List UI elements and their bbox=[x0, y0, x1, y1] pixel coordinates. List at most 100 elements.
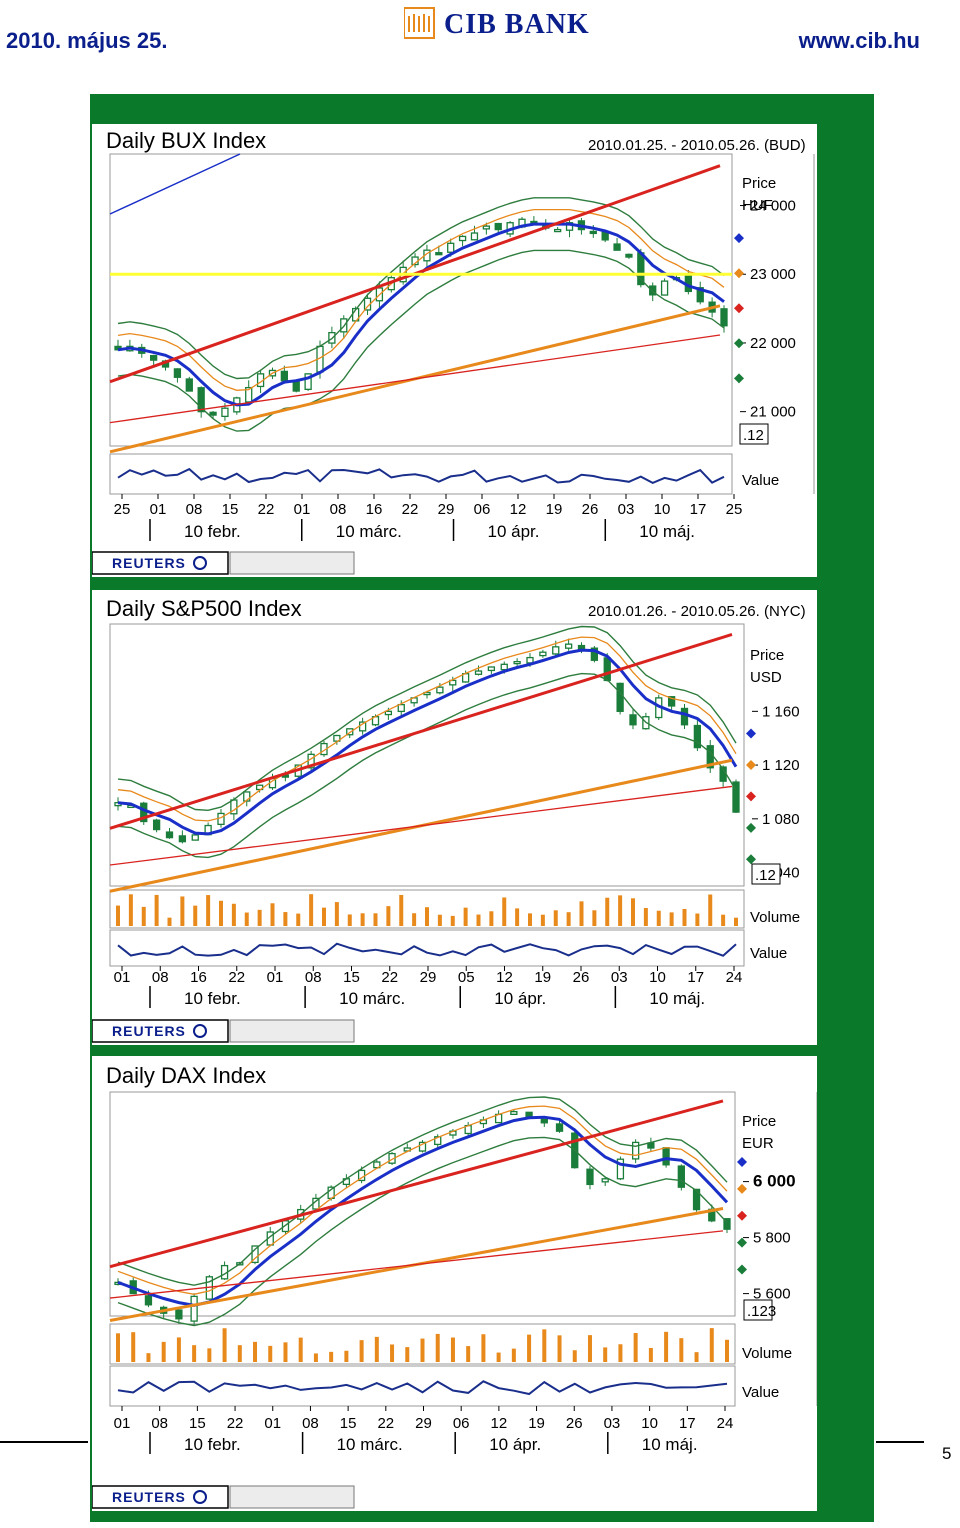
sp500-candle-body bbox=[513, 660, 521, 665]
sp500-day-tick-label: 29 bbox=[420, 969, 437, 986]
sp500-day-tick-label: 01 bbox=[267, 969, 284, 986]
dax-volume-bar bbox=[648, 1347, 653, 1362]
dax-volume-bar bbox=[603, 1347, 608, 1362]
dax-volume-bar bbox=[496, 1352, 501, 1362]
sp500-volume-bar bbox=[631, 898, 635, 926]
bux-candle-body bbox=[280, 370, 289, 382]
sp500-candle-body bbox=[667, 696, 676, 707]
sp500-month-label: 10 máj. bbox=[649, 989, 705, 1008]
sp500-red-trendline bbox=[109, 633, 733, 830]
sp500-volume-bar bbox=[592, 910, 597, 926]
dax-day-tick-label: 22 bbox=[377, 1415, 394, 1432]
sp500-volume-bar bbox=[219, 900, 223, 926]
bux-day-tick-label: 26 bbox=[582, 501, 599, 518]
dax-candles bbox=[114, 1109, 731, 1326]
bux-day-tick-label: 10 bbox=[654, 501, 671, 518]
dax-thin-red-line bbox=[109, 1230, 724, 1299]
sp500-marker-diamond bbox=[746, 854, 756, 865]
dax-day-tick-label: 15 bbox=[189, 1415, 206, 1432]
page-number: 5 bbox=[942, 1444, 952, 1463]
bux-reuters-box bbox=[92, 551, 229, 575]
sp500-day-tick-label: 17 bbox=[687, 969, 704, 986]
sp500-candles bbox=[114, 638, 740, 844]
sp500-month-label: 10 márc. bbox=[339, 989, 405, 1008]
dax-candle-body bbox=[175, 1309, 183, 1320]
dax-chart-svg: Daily DAX Index Price EUR 6 000 5 800 5 600.1… bbox=[92, 1063, 817, 1509]
sp500-volume-bar bbox=[154, 894, 159, 926]
bux-ytick-label-2: 22 000 bbox=[750, 335, 796, 352]
sp500-candle-body bbox=[693, 724, 702, 749]
bux-price-label: Price bbox=[742, 175, 776, 192]
sp500-volume-bar bbox=[193, 905, 198, 926]
sp500-reuters-side bbox=[229, 1019, 355, 1043]
bux-day-tick-label: 08 bbox=[186, 501, 203, 518]
bux-chart-panel: Daily BUX Index 2010.01.25. - 2010.05.26.… bbox=[92, 124, 817, 577]
sp500-candle-body bbox=[487, 666, 496, 672]
sp500-volume-bar bbox=[695, 913, 700, 926]
dax-volume-bar bbox=[511, 1348, 516, 1362]
sp500-month-label: 10 ápr. bbox=[494, 989, 546, 1008]
sp500-day-tick-label: 15 bbox=[343, 969, 360, 986]
dax-month-label: 10 ápr. bbox=[489, 1435, 541, 1454]
sp500-day-tick-label: 01 bbox=[114, 969, 131, 986]
dax-subpanel-1 bbox=[109, 1365, 736, 1407]
sp500-candle-body bbox=[436, 686, 444, 694]
bux-candle-body bbox=[494, 222, 502, 231]
sp500-day-tick-label: 22 bbox=[381, 969, 398, 986]
bux-candle-body bbox=[173, 368, 182, 378]
sp500-sub-label-0: Volume bbox=[750, 909, 800, 926]
dax-candle-body bbox=[692, 1188, 701, 1211]
sp500-marker-label: .12 bbox=[755, 867, 776, 884]
bux-day-tick-label: 12 bbox=[510, 501, 527, 518]
bank-url[interactable]: www.cib.hu bbox=[798, 28, 920, 53]
bux-marker-diamond bbox=[734, 233, 744, 244]
sp500-moving-average bbox=[117, 648, 738, 836]
sp500-candle-body bbox=[552, 646, 560, 655]
sp500-marker-diamond bbox=[746, 822, 756, 833]
bux-ytick-label-3: 21 000 bbox=[750, 404, 796, 421]
dax-volume-bar bbox=[618, 1344, 623, 1362]
sp500-volume-bar bbox=[334, 902, 339, 926]
dax-volume-bar bbox=[390, 1344, 395, 1362]
sp500-marker-diamond bbox=[746, 759, 756, 770]
sp500-date-range: 2010.01.26. - 2010.05.26. (NYC) bbox=[588, 603, 806, 620]
report-date: 2010. május 25. bbox=[6, 28, 168, 53]
dax-sub-label-1: Value bbox=[742, 1384, 779, 1401]
bux-blue-trendline bbox=[109, 153, 241, 215]
dax-day-tick-label: 08 bbox=[151, 1415, 168, 1432]
sp500-plot-frame bbox=[109, 623, 745, 887]
dax-candle-body bbox=[555, 1123, 564, 1132]
bux-candle-body bbox=[660, 280, 669, 296]
bux-candle-body bbox=[304, 373, 312, 390]
sp500-volume-bar bbox=[721, 914, 726, 926]
dax-day-tick-label: 08 bbox=[302, 1415, 319, 1432]
dax-candle-body bbox=[601, 1178, 609, 1183]
dax-candle-body bbox=[677, 1165, 685, 1188]
dax-upper-band bbox=[117, 1096, 728, 1286]
bux-reuters-footer: REUTERS bbox=[92, 551, 355, 575]
sp500-candle-body bbox=[539, 651, 547, 657]
sp500-volume-bar bbox=[399, 894, 404, 926]
bux-day-tick-label: 15 bbox=[222, 501, 239, 518]
dax-red-trendline bbox=[109, 1099, 724, 1269]
bux-candle-body bbox=[625, 253, 633, 258]
dax-day-tick-label: 26 bbox=[566, 1415, 583, 1432]
sp500-reuters-dots-icon bbox=[193, 1024, 207, 1038]
sp500-volume-bar bbox=[502, 897, 507, 926]
dax-reuters-box bbox=[92, 1485, 229, 1509]
sp500-volume-bar bbox=[425, 907, 429, 926]
bux-month-label: 10 márc. bbox=[336, 522, 402, 541]
dax-volume-bar bbox=[192, 1345, 197, 1362]
sp500-day-tick-label: 19 bbox=[534, 969, 551, 986]
sp500-day-tick-label: 26 bbox=[573, 969, 590, 986]
dax-volume-bar bbox=[405, 1347, 410, 1362]
dax-volume-bar bbox=[253, 1341, 258, 1362]
bux-candle-body bbox=[696, 287, 704, 303]
sp500-candle-body bbox=[152, 819, 161, 831]
bux-day-tick-label: 25 bbox=[726, 501, 743, 518]
dax-value-line bbox=[117, 1380, 728, 1396]
bux-reuters-side bbox=[229, 551, 355, 575]
dax-volume-bar bbox=[268, 1345, 273, 1362]
sp500-volume-bar bbox=[412, 913, 417, 926]
sp500-volume-bar bbox=[643, 907, 648, 926]
